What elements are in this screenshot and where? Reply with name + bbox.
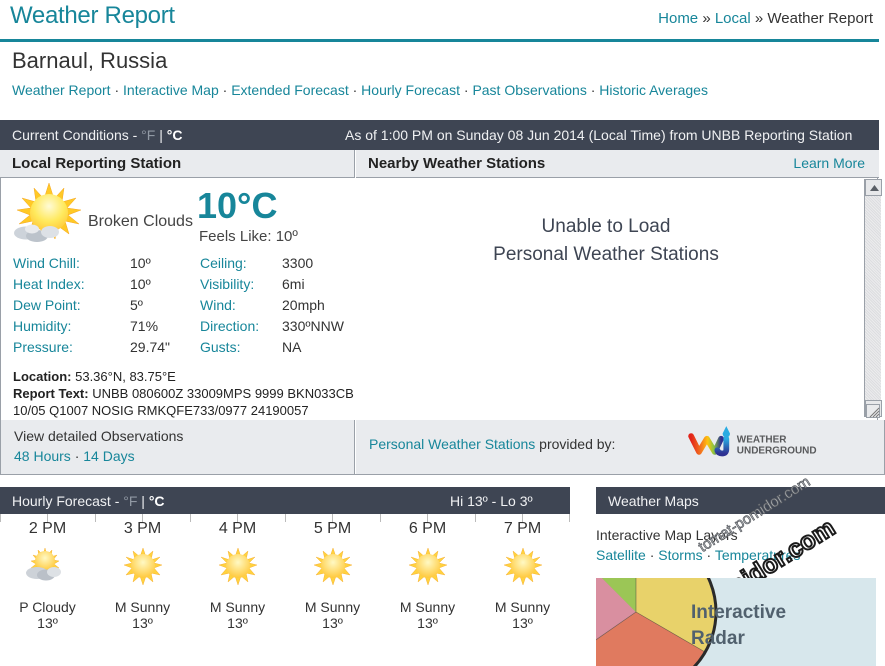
svg-text:WEATHER: WEATHER <box>737 434 787 445</box>
svg-text:Radar: Radar <box>691 628 745 649</box>
svg-text:Interactive: Interactive <box>691 602 786 623</box>
svg-text:UNDERGROUND: UNDERGROUND <box>737 445 817 456</box>
